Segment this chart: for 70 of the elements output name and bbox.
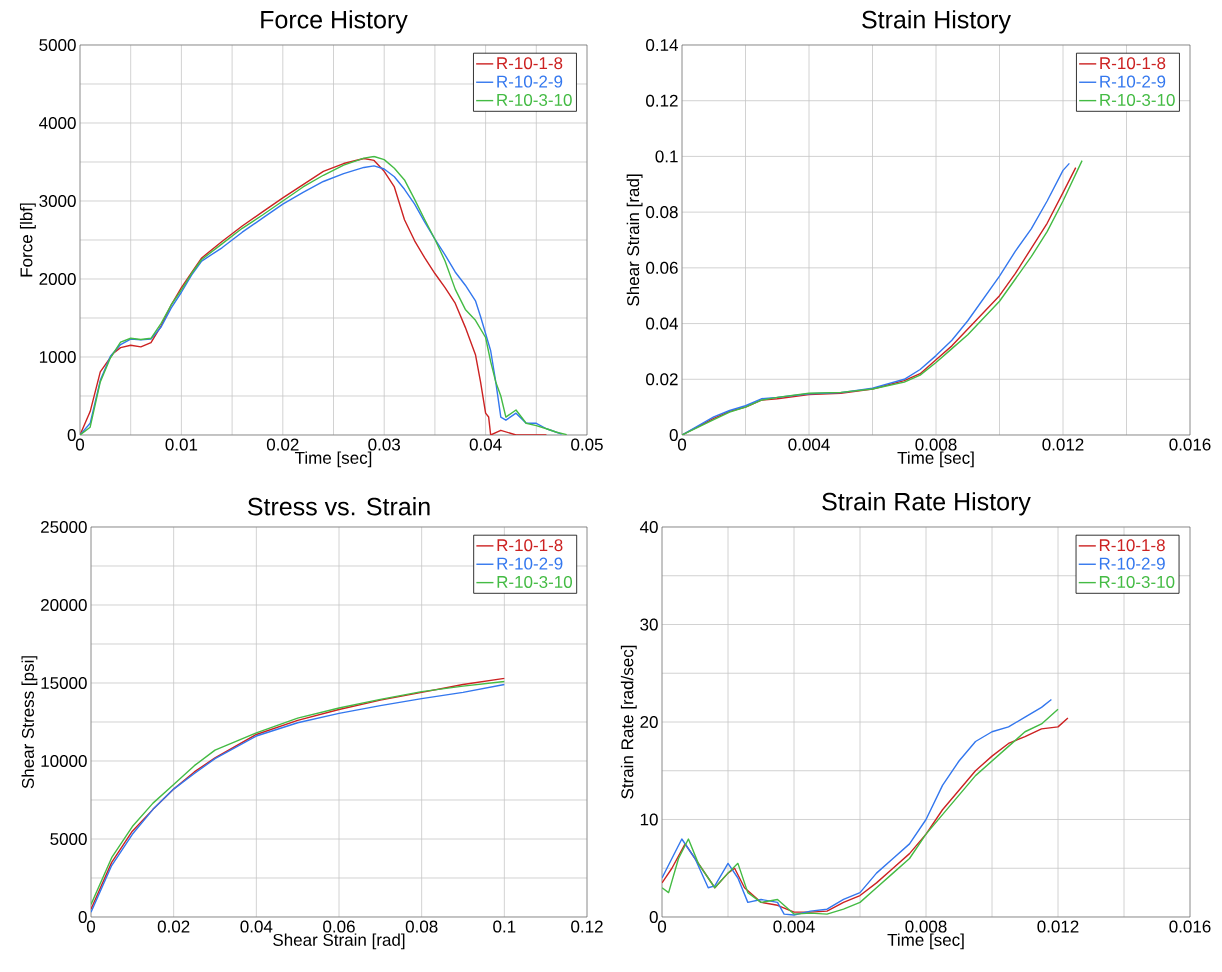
y-tick-label: 0: [669, 428, 678, 442]
x-tick-label: 0.004: [788, 438, 830, 451]
y-tick-label: 0.02: [646, 373, 678, 386]
y-tick-label: 5000: [50, 832, 87, 846]
x-tick-label: 0.03: [368, 438, 400, 451]
y-tick-label: 0.12: [646, 94, 678, 107]
x-axis-title: Shear Strain [rad]: [273, 933, 405, 950]
y-tick-label: 10000: [41, 754, 87, 768]
x-tick-label: 0.12: [571, 920, 603, 933]
chart-title: Strain Rate History: [822, 492, 1031, 516]
x-tick-label: 0.004: [773, 920, 815, 933]
y-tick-label: 25000: [41, 520, 87, 534]
y-tick-label: 5000: [39, 38, 76, 52]
chart-title: Strain History: [862, 10, 1011, 34]
x-tick-label: 0.02: [157, 920, 190, 933]
y-tick-label: 0.08: [646, 206, 678, 219]
legend-label: R-10-3-10: [497, 93, 572, 106]
y-tick-label: 3000: [39, 194, 76, 208]
x-tick-label: 0.008: [905, 920, 947, 933]
legend-label: R-10-2-9: [1100, 75, 1166, 88]
chart-title: Stress vs. Strain: [247, 497, 430, 516]
x-tick-label: 0.016: [1169, 920, 1211, 933]
x-axis-title: Time [sec]: [295, 451, 372, 468]
legend-label: R-10-3-10: [1100, 93, 1175, 106]
legend-label: R-10-2-9: [497, 557, 563, 570]
legend-label: R-10-1-8: [497, 539, 563, 552]
y-axis-title: Strain Rate [rad/sec]: [620, 645, 637, 799]
x-tick-label: 0.06: [323, 920, 355, 933]
y-tick-label: 0: [67, 428, 76, 442]
y-tick-label: 0: [78, 910, 87, 924]
x-tick-label: 0.04: [240, 920, 273, 933]
x-tick-label: 0: [86, 920, 96, 933]
legend-label: R-10-2-9: [1099, 557, 1165, 570]
x-tick-label: 0.05: [571, 438, 603, 451]
y-tick-label: 2000: [39, 272, 76, 286]
y-tick-label: 20000: [41, 598, 87, 612]
y-axis-title: Shear Strain [rad]: [626, 174, 643, 306]
y-tick-label: 0: [649, 910, 658, 924]
x-tick-label: 0.08: [405, 920, 438, 933]
y-tick-label: 0.1: [655, 150, 678, 163]
y-tick-label: 30: [640, 618, 658, 631]
x-tick-label: 0.04: [469, 438, 502, 451]
y-tick-label: 0.04: [646, 317, 678, 330]
x-tick-label: 0.012: [1037, 920, 1079, 933]
y-tick-label: 4000: [39, 116, 76, 130]
legend-label: R-10-1-8: [1099, 539, 1165, 552]
y-tick-label: 15000: [41, 676, 87, 690]
legend-label: R-10-1-8: [1100, 57, 1166, 70]
y-tick-label: 20: [640, 715, 658, 729]
x-axis-title: Time [sec]: [887, 933, 964, 950]
y-axis-title: Shear Stress [psi]: [21, 656, 38, 789]
x-tick-label: 0.016: [1169, 438, 1211, 451]
y-tick-label: 10: [640, 813, 658, 826]
legend-label: R-10-2-9: [497, 75, 563, 88]
x-axis-title: Time [sec]: [897, 451, 974, 468]
y-tick-label: 40: [639, 520, 658, 534]
x-tick-label: 0.01: [165, 438, 198, 451]
x-tick-label: 0: [677, 438, 687, 451]
x-tick-label: 0.008: [915, 438, 957, 451]
legend-label: R-10-1-8: [497, 57, 563, 70]
y-tick-label: 0.06: [646, 261, 678, 274]
x-tick-label: 0.02: [266, 438, 299, 451]
legend-label: R-10-3-10: [1099, 575, 1175, 588]
y-tick-label: 0.14: [646, 38, 678, 52]
chart-title: Force History: [261, 10, 408, 34]
legend-label: R-10-3-10: [497, 575, 573, 588]
y-axis-title: Force [lbf]: [19, 203, 36, 277]
x-tick-label: 0.012: [1042, 438, 1084, 451]
y-tick-label: 1000: [39, 350, 76, 364]
x-tick-label: 0.1: [493, 920, 516, 933]
